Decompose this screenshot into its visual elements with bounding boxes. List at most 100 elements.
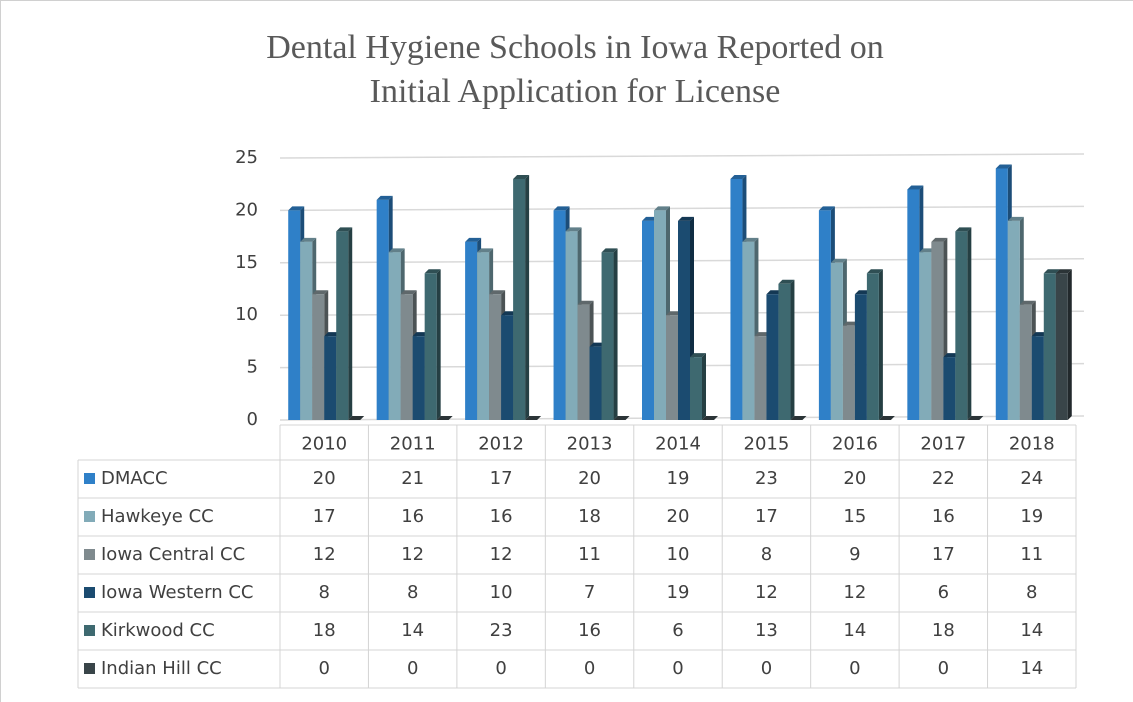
bar-side [1067,269,1072,420]
bar [666,315,678,420]
y-tick-label: 10 [235,304,258,325]
table-cell: 16 [401,506,424,527]
table-cell: 9 [849,544,860,565]
table-cell: 18 [932,620,955,641]
x-tick-label: 2017 [920,434,966,455]
bar-top [613,416,630,420]
bar-side [525,174,530,420]
bar-top [513,174,530,179]
bar [388,252,401,420]
y-tick-label: 25 [235,147,258,168]
x-tick-label: 2014 [655,434,701,455]
legend-key [84,663,95,674]
bar-top [300,237,317,242]
bar [995,168,1008,420]
bar [943,357,956,420]
table-cell: 20 [578,468,601,489]
chart-title: Dental Hygiene Schools in Iowa Reported … [266,29,884,66]
bar [742,241,755,420]
bar-top [790,416,807,420]
table-cell: 16 [932,506,955,527]
bar-top [995,164,1012,169]
bar [412,336,425,420]
bar-top [1043,269,1060,274]
bar [678,220,690,420]
table-cell: 20 [313,468,336,489]
table-cell: 23 [490,620,513,641]
bar-top [376,195,393,200]
bar-top [967,416,984,420]
bar-top [336,227,353,232]
x-tick-label: 2011 [390,434,436,455]
table-cell: 12 [755,582,778,603]
bar [312,294,325,420]
legend-label: Indian Hill CC [101,658,222,679]
bar-top [678,216,694,221]
bar-top [288,206,305,211]
bar [766,294,779,420]
table-cell: 17 [490,468,513,489]
bar [424,273,437,420]
bar-top [465,237,482,242]
bar [300,241,313,420]
table-cell: 12 [401,544,424,565]
legend-label: Hawkeye CC [101,506,214,527]
bar-side [967,227,972,420]
table-cell: 0 [672,658,683,679]
bar-top [955,227,972,232]
bar-side [436,269,441,420]
bar [907,189,920,420]
bar [778,283,791,420]
bar-top [601,248,618,253]
table-cell: 10 [490,582,513,603]
bar [818,210,831,420]
legend-label: Kirkwood CC [101,620,215,641]
table-cell: 14 [1020,658,1043,679]
grid-line [279,153,1085,159]
bar [842,325,855,420]
x-tick-label: 2012 [478,434,524,455]
table-cell: 19 [667,468,690,489]
bar-top [730,174,747,179]
table-cell: 8 [1026,582,1037,603]
table-cell: 23 [755,468,778,489]
bar [730,178,743,420]
table-cell: 6 [938,582,949,603]
bar-top [702,416,718,420]
bar [1007,220,1020,420]
y-tick-label: 5 [247,357,258,378]
legend-label: DMACC [101,468,168,489]
bar [955,231,968,420]
table-cell: 18 [313,620,336,641]
bar [553,210,566,420]
table-cell: 14 [843,620,866,641]
table-cell: 24 [1020,468,1043,489]
bar-top [1055,269,1072,274]
bar-side [613,248,618,420]
table-cell: 11 [578,544,601,565]
legend-key [84,549,95,560]
table-cell: 0 [407,658,418,679]
table-cell: 17 [932,544,955,565]
bar-top [388,248,405,253]
bar [513,178,526,420]
bar-top [312,290,329,295]
bar-top [577,300,594,305]
bar [830,262,843,420]
bar-top [931,237,948,242]
bar-side [878,269,883,420]
table-cell: 19 [1020,506,1043,527]
bar-top [907,185,924,190]
table-cell: 0 [938,658,949,679]
y-tick-label: 0 [247,409,258,430]
bar [866,273,879,420]
bar-top [866,269,883,274]
x-tick-label: 2016 [832,434,878,455]
table-cell: 11 [1020,544,1043,565]
legend-key [84,625,95,636]
bar [501,315,514,420]
bar [336,231,349,420]
table-cell: 22 [932,468,955,489]
bar [1019,304,1032,420]
bar [1031,336,1044,420]
